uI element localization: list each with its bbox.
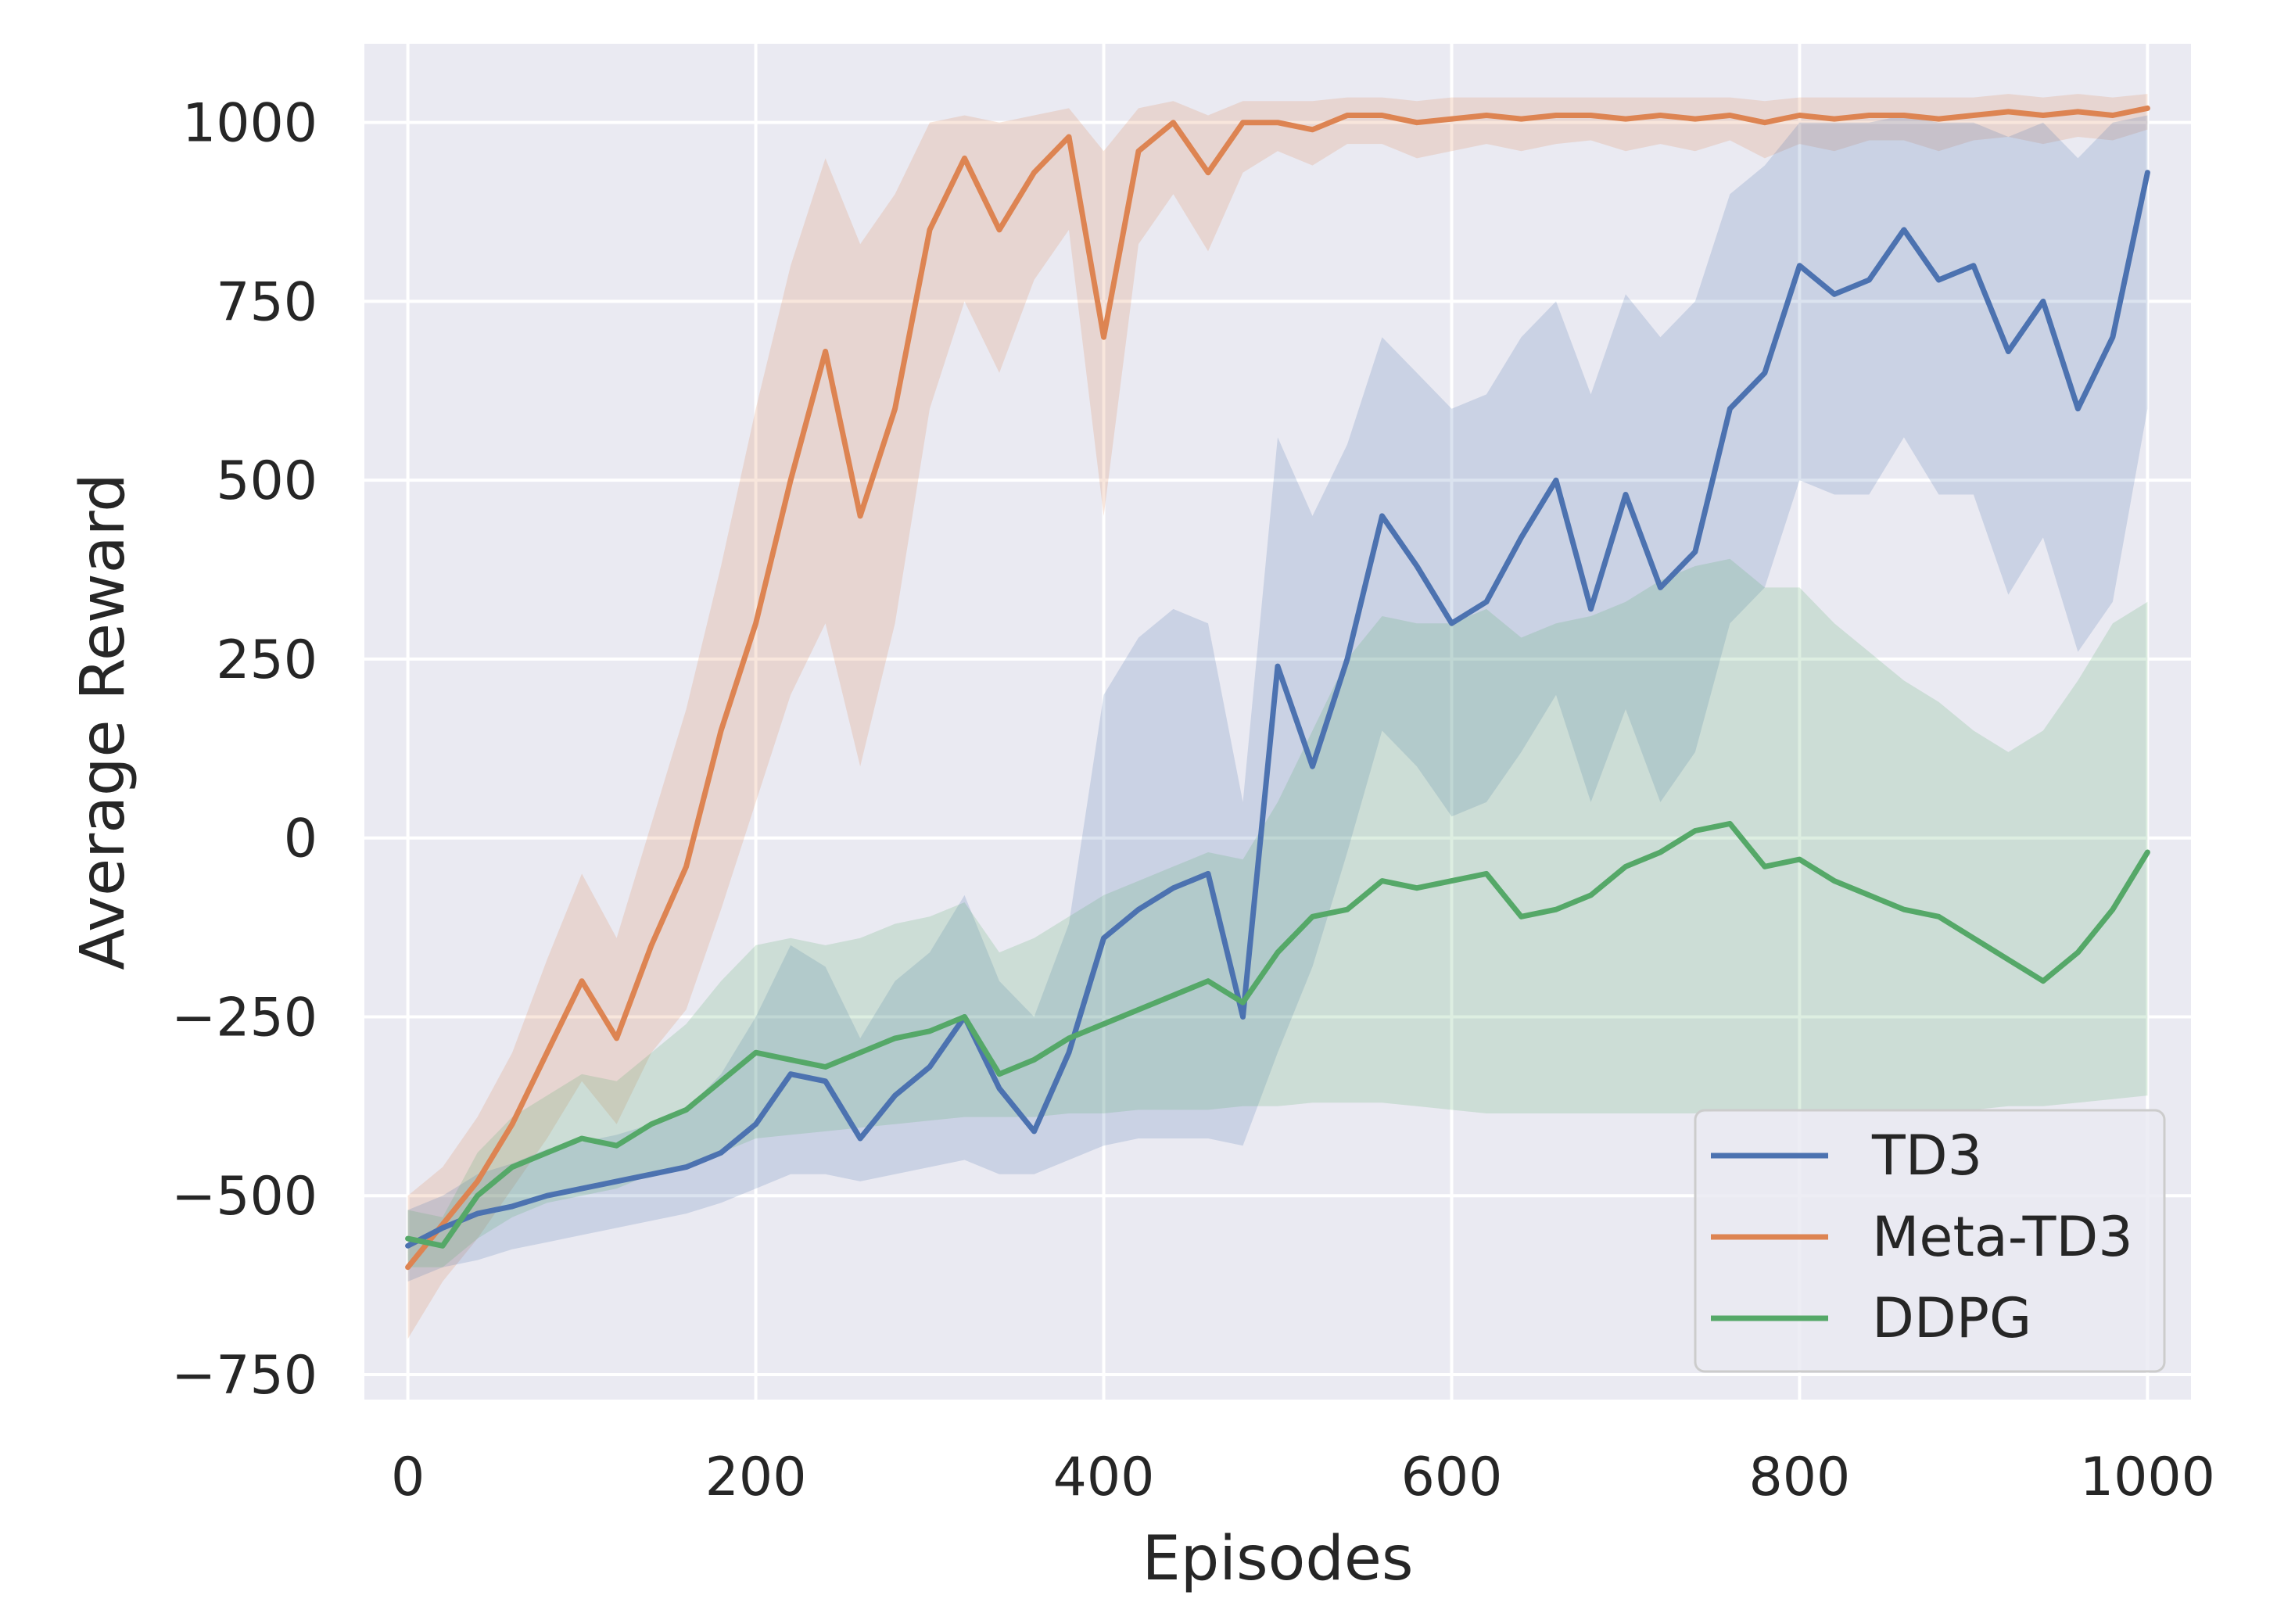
legend-label-td3: TD3 xyxy=(1871,1124,1982,1188)
y-tick-label: −500 xyxy=(171,1166,317,1228)
x-tick-label: 800 xyxy=(1749,1447,1851,1508)
band-meta-td3 xyxy=(407,94,2148,1339)
y-tick-label: −750 xyxy=(171,1345,317,1407)
line-ddpg xyxy=(405,820,2150,1249)
confidence-bands xyxy=(407,94,2148,1339)
legend: TD3 Meta-TD3 DDPG xyxy=(1694,1109,2166,1373)
x-tick-labels: 0 200 400 600 800 1000 xyxy=(391,1447,2215,1508)
x-tick-label: 1000 xyxy=(2080,1447,2215,1508)
x-tick-label: 200 xyxy=(705,1447,807,1508)
y-tick-label: 250 xyxy=(216,629,317,691)
legend-label-meta-td3: Meta-TD3 xyxy=(1872,1205,2133,1269)
y-tick-labels: −750 −500 −250 0 250 500 750 1000 xyxy=(171,93,317,1407)
line-td3 xyxy=(405,170,2150,1249)
y-tick-label: 0 xyxy=(284,808,317,870)
legend-box xyxy=(1694,1109,2166,1373)
band-ddpg xyxy=(407,558,2148,1267)
x-axis-label: Episodes xyxy=(1142,1524,1414,1594)
legend-label-ddpg: DDPG xyxy=(1872,1286,2031,1350)
y-axis-label: Average Reward xyxy=(68,473,138,970)
x-tick-label: 600 xyxy=(1401,1447,1503,1508)
series-lines xyxy=(405,105,2150,1271)
band-td3 xyxy=(407,115,2148,1282)
y-tick-label: 500 xyxy=(216,450,317,512)
x-tick-label: 0 xyxy=(391,1447,425,1508)
y-tick-label: 1000 xyxy=(182,93,317,155)
line-meta-td3 xyxy=(405,105,2150,1271)
x-tick-label: 400 xyxy=(1053,1447,1155,1508)
y-tick-label: −250 xyxy=(171,987,317,1049)
y-tick-label: 750 xyxy=(216,271,317,333)
